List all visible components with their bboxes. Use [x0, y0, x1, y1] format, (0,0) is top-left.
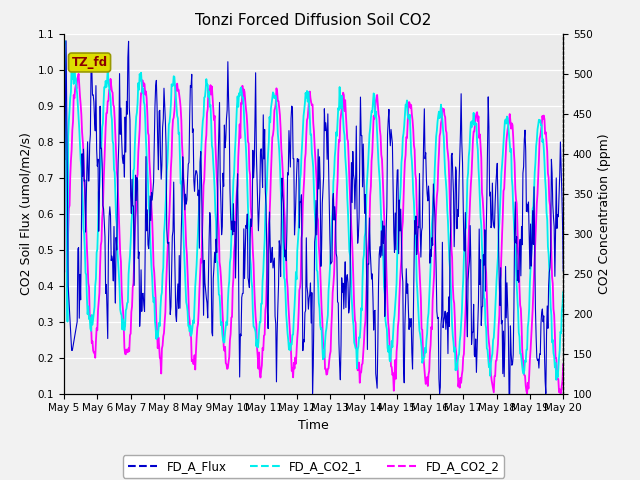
Legend: FD_A_Flux, FD_A_CO2_1, FD_A_CO2_2: FD_A_Flux, FD_A_CO2_1, FD_A_CO2_2 — [123, 456, 504, 478]
Title: Tonzi Forced Diffusion Soil CO2: Tonzi Forced Diffusion Soil CO2 — [195, 13, 432, 28]
Text: TZ_fd: TZ_fd — [72, 56, 108, 69]
X-axis label: Time: Time — [298, 419, 329, 432]
Y-axis label: CO2 Soil Flux (umol/m2/s): CO2 Soil Flux (umol/m2/s) — [19, 132, 32, 295]
Y-axis label: CO2 Concentration (ppm): CO2 Concentration (ppm) — [598, 133, 611, 294]
